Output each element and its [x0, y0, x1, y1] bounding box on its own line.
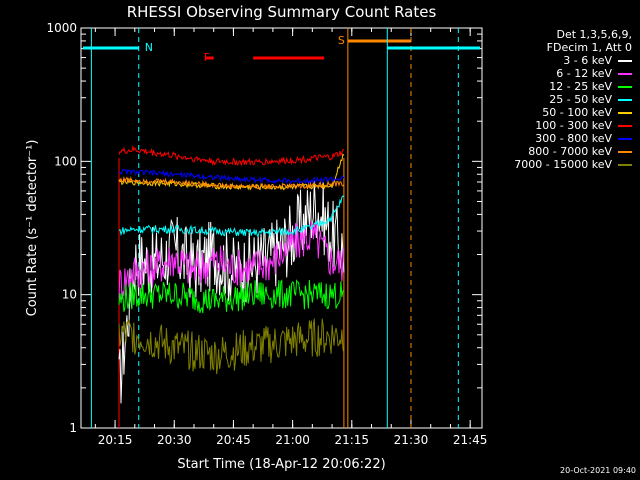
legend-header-line-2: FDecim 1, Att 0: [546, 41, 632, 54]
series-line: [118, 221, 345, 300]
x-tick-label: 20:30: [157, 433, 192, 447]
legend-entry: 50 - 100 keV: [542, 107, 632, 118]
legend-swatch: [618, 151, 632, 153]
legend-swatch: [618, 138, 632, 140]
y-tick-label: 10: [62, 288, 77, 302]
legend-swatch: [618, 99, 632, 101]
legend-entry: 100 - 300 keV: [535, 120, 632, 131]
legend-label: 12 - 25 keV: [549, 80, 612, 93]
legend-label: 6 - 12 keV: [556, 67, 612, 80]
legend-entry: 3 - 6 keV: [563, 55, 632, 66]
series-line: [118, 279, 345, 314]
legend-swatch: [618, 60, 632, 62]
x-tick-label: 20:45: [216, 433, 251, 447]
series-line: [118, 168, 345, 185]
legend-label: 50 - 100 keV: [542, 106, 612, 119]
y-tick-label: 100: [54, 154, 77, 168]
legend-label: 25 - 50 keV: [549, 93, 612, 106]
x-tick-label: 21:00: [275, 433, 310, 447]
series-line: [118, 195, 345, 238]
legend-swatch: [618, 73, 632, 75]
legend-label: 7000 - 15000 keV: [514, 158, 612, 171]
generation-timestamp: 20-Oct-2021 09:40: [560, 466, 636, 475]
legend-label: 800 - 7000 keV: [528, 145, 612, 158]
x-tick-label: 21:15: [334, 433, 369, 447]
x-axis-label: Start Time (18-Apr-12 20:06:22): [177, 457, 385, 472]
annotation-n: N: [145, 41, 153, 54]
plot-frame: [80, 27, 483, 429]
legend-header-line-1: Det 1,3,5,6,9,: [556, 28, 632, 41]
x-tick-label: 20:15: [98, 433, 133, 447]
y-axis-label: Count Rate (s⁻¹ detector⁻¹): [25, 140, 40, 317]
legend-entry: 25 - 50 keV: [549, 94, 632, 105]
y-tick-label: 1000: [46, 21, 77, 35]
legend-label: 3 - 6 keV: [563, 54, 612, 67]
y-tick-label: 1: [69, 421, 77, 435]
legend-swatch: [618, 86, 632, 88]
legend-entry: 300 - 800 keV: [535, 133, 632, 144]
legend-entry: 12 - 25 keV: [549, 81, 632, 92]
series-line: [118, 153, 345, 191]
series-line: [118, 318, 345, 375]
annotation-s: S: [338, 34, 345, 47]
legend-swatch: [618, 164, 632, 166]
series-line: [118, 175, 345, 191]
legend-label: 100 - 300 keV: [535, 119, 612, 132]
legend-entry: 7000 - 15000 keV: [514, 159, 632, 170]
annotation-f: F: [204, 51, 210, 64]
x-tick-label: 21:45: [453, 433, 488, 447]
legend-swatch: [618, 125, 632, 127]
legend-entry: 800 - 7000 keV: [528, 146, 632, 157]
x-tick-label: 21:30: [394, 433, 429, 447]
legend-label: 300 - 800 keV: [535, 132, 612, 145]
series-line: [118, 144, 344, 167]
chart-title: RHESSI Observing Summary Count Rates: [127, 3, 437, 21]
legend-entry: 6 - 12 keV: [556, 68, 632, 79]
legend-swatch: [618, 112, 632, 114]
